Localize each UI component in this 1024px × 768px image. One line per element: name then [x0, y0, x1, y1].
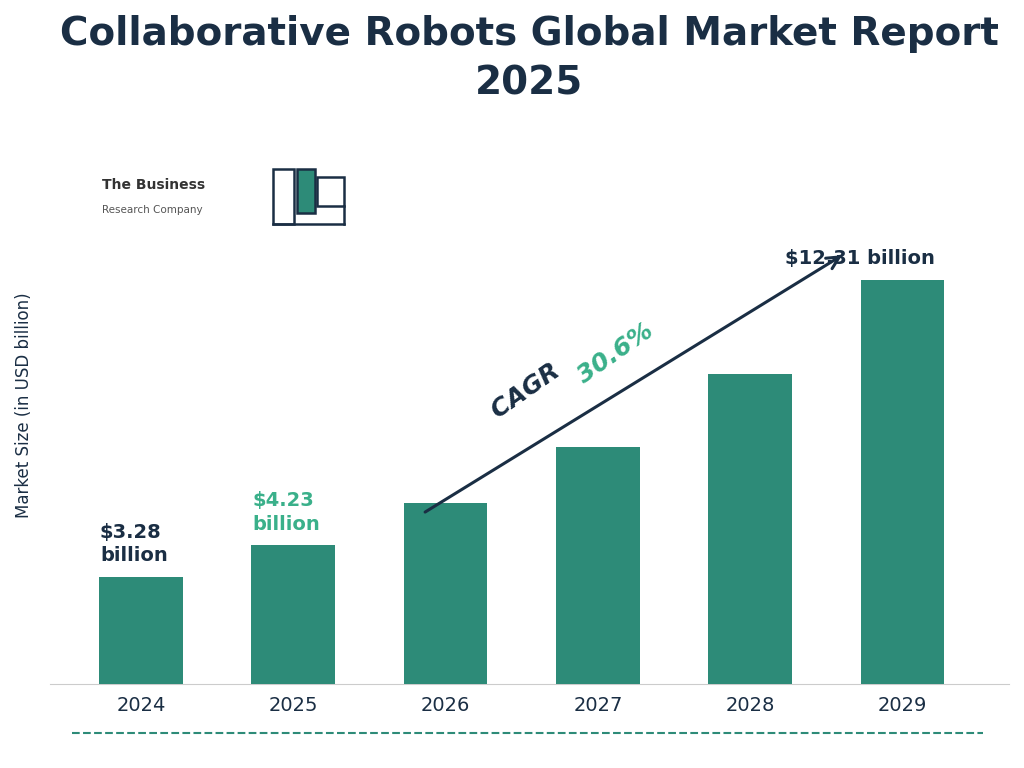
Text: Research Company: Research Company — [102, 204, 203, 215]
Text: CAGR: CAGR — [487, 354, 572, 423]
Bar — [99, 577, 183, 684]
Bar — [297, 169, 315, 214]
Text: $3.28
billion: $3.28 billion — [100, 523, 168, 565]
Text: $4.23
billion: $4.23 billion — [252, 492, 319, 534]
Bar — [860, 280, 944, 684]
Y-axis label: Market Size (in USD billion): Market Size (in USD billion) — [15, 292, 33, 518]
Bar — [403, 503, 487, 684]
Bar — [556, 447, 640, 684]
Text: $12.31 billion: $12.31 billion — [784, 250, 935, 268]
Text: The Business: The Business — [102, 178, 206, 193]
Bar — [273, 169, 294, 224]
Text: 30.6%: 30.6% — [573, 319, 658, 389]
Bar — [317, 177, 344, 206]
Bar — [252, 545, 335, 684]
Bar — [709, 375, 792, 684]
Title: Collaborative Robots Global Market Report
2025: Collaborative Robots Global Market Repor… — [59, 15, 998, 103]
